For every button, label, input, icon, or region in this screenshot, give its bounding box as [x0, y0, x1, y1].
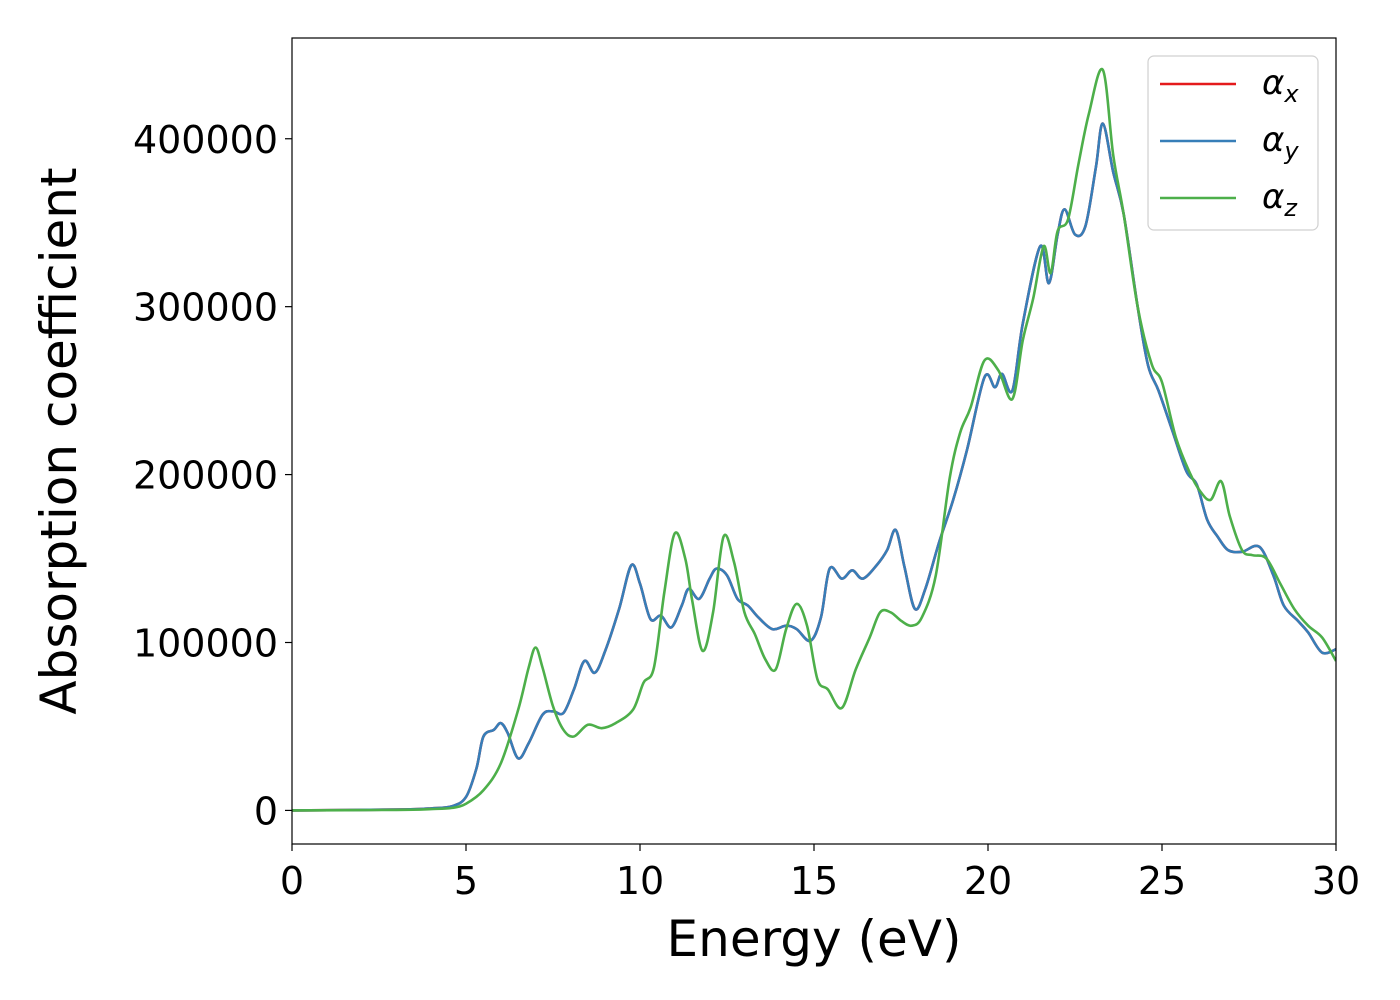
x-tick-label: 0 [280, 859, 304, 903]
series-lines [292, 67, 1336, 812]
x-tick-label: 15 [790, 859, 838, 903]
y-tick-label: 400000 [133, 118, 278, 162]
x-tick-label: 20 [964, 859, 1012, 903]
y-tick-label: 300000 [133, 286, 278, 330]
x-axis-label: Energy (eV) [667, 910, 962, 968]
y-axis-label: Absorption coefficient [30, 167, 88, 714]
x-tick-label: 10 [616, 859, 664, 903]
series-line-y [292, 122, 1336, 812]
x-tick-label: 5 [454, 859, 478, 903]
x-tick-label: 25 [1138, 859, 1186, 903]
x-tick-label: 30 [1312, 859, 1360, 903]
y-tick-label: 100000 [133, 622, 278, 666]
legend-frame [1147, 55, 1319, 231]
y-tick-label: 200000 [133, 454, 278, 498]
y-axis-ticks: 0 100000 200000 300000 400000 [133, 118, 292, 833]
x-axis-ticks: 0 5 10 15 20 25 30 [280, 844, 1360, 903]
y-tick-label: 0 [254, 789, 278, 833]
series-line-z [292, 67, 1336, 812]
